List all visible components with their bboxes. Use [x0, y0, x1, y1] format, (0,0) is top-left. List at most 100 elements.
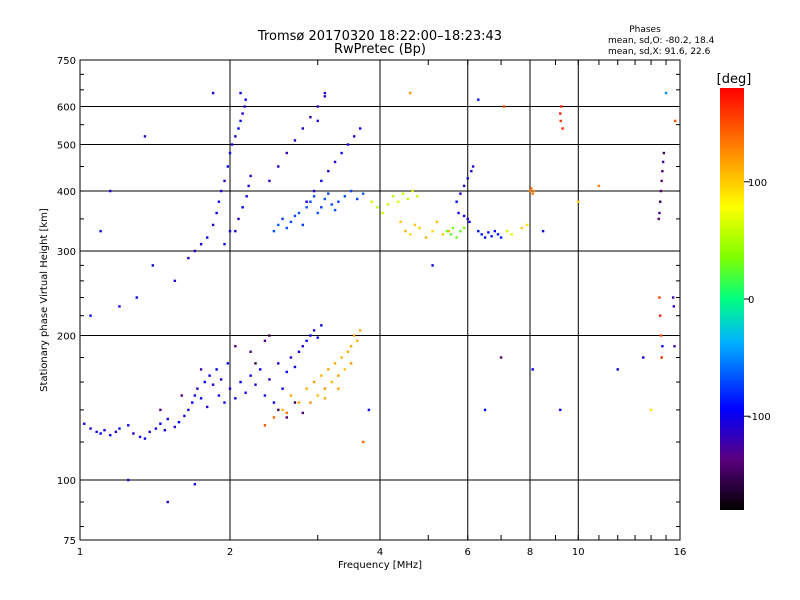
- data-point: [483, 236, 487, 239]
- data-point: [312, 380, 316, 384]
- data-point: [376, 206, 379, 209]
- data-point: [493, 229, 497, 233]
- data-point: [143, 135, 147, 138]
- data-point: [312, 195, 316, 198]
- data-point: [118, 427, 121, 430]
- data-point: [180, 394, 183, 397]
- data-point: [281, 217, 284, 221]
- x-axis-label: Frequency [MHz]: [338, 560, 422, 571]
- data-point: [215, 368, 218, 371]
- data-point: [649, 408, 653, 412]
- data-point: [244, 391, 247, 394]
- data-point: [355, 197, 359, 201]
- data-point: [99, 229, 102, 233]
- data-point: [327, 368, 330, 371]
- data-point: [391, 195, 395, 198]
- stats-o: mean, sd,O: -80.2, 18.4: [608, 36, 715, 46]
- colorbar-tick-label: -100: [748, 412, 771, 423]
- data-point: [597, 184, 601, 188]
- data-point: [487, 231, 490, 234]
- data-point: [177, 420, 181, 424]
- data-point: [316, 394, 319, 397]
- data-point: [83, 422, 86, 425]
- data-point: [337, 387, 340, 390]
- data-point: [263, 339, 267, 343]
- data-point: [285, 151, 288, 155]
- data-point: [154, 427, 158, 430]
- data-point: [531, 368, 534, 371]
- data-point: [309, 116, 312, 119]
- data-point: [138, 435, 142, 439]
- data-point: [352, 334, 356, 337]
- data-point: [99, 432, 102, 435]
- colorbar-ticks: -100 0 100: [744, 178, 771, 423]
- data-point: [259, 368, 262, 371]
- data-point: [337, 200, 340, 203]
- data-point: [173, 279, 177, 283]
- data-point: [241, 206, 244, 209]
- data-point: [205, 236, 209, 239]
- data-point: [674, 119, 677, 123]
- data-point: [561, 127, 564, 130]
- data-point: [468, 220, 471, 224]
- data-point: [451, 226, 455, 230]
- data-points: [83, 91, 677, 504]
- data-point: [559, 112, 562, 115]
- data-point: [530, 187, 533, 190]
- y-tick-label: 75: [63, 536, 76, 547]
- data-point: [217, 394, 221, 397]
- data-point: [305, 387, 308, 390]
- chart-subtitle: RwPretec (Bp): [334, 42, 426, 57]
- data-point: [114, 430, 118, 434]
- data-point: [333, 362, 337, 365]
- y-axis-label: Stationary phase Virtual Height [km]: [39, 208, 50, 392]
- data-point: [323, 197, 327, 201]
- data-point: [277, 223, 280, 227]
- data-point: [477, 229, 480, 233]
- data-point: [528, 189, 532, 193]
- data-point: [445, 229, 449, 233]
- colorbar-tick-label: 0: [748, 295, 754, 306]
- data-point: [343, 195, 347, 198]
- data-point: [323, 397, 327, 400]
- data-point: [413, 223, 417, 227]
- data-point: [386, 203, 390, 206]
- data-point: [239, 119, 242, 123]
- data-point: [404, 229, 407, 233]
- data-point: [244, 98, 247, 101]
- data-point: [95, 430, 98, 434]
- data-point: [559, 408, 562, 412]
- x-tick-label: 8: [527, 547, 533, 558]
- x-tick-label: 10: [572, 547, 585, 558]
- data-point: [449, 233, 453, 236]
- data-point: [230, 143, 234, 146]
- data-point: [247, 184, 250, 188]
- data-point: [272, 229, 276, 233]
- data-point: [234, 345, 237, 348]
- data-point: [109, 433, 112, 437]
- data-point: [431, 264, 434, 267]
- data-point: [435, 220, 438, 224]
- data-point: [234, 135, 237, 138]
- data-point: [330, 203, 333, 206]
- data-point: [223, 242, 226, 246]
- data-point: [187, 256, 190, 260]
- data-point: [205, 405, 209, 409]
- data-point: [245, 195, 248, 198]
- data-point: [361, 192, 365, 195]
- data-point: [510, 233, 513, 236]
- data-point: [305, 339, 308, 343]
- data-point: [183, 414, 186, 418]
- data-point: [320, 179, 323, 183]
- data-point: [316, 211, 319, 215]
- data-point: [166, 417, 169, 421]
- data-point: [470, 169, 473, 173]
- data-point: [349, 345, 353, 348]
- data-point: [187, 408, 190, 412]
- data-point: [223, 401, 226, 404]
- data-point: [320, 324, 323, 327]
- data-point: [616, 368, 619, 371]
- data-point: [399, 220, 402, 224]
- data-point: [223, 179, 226, 183]
- data-point: [455, 200, 458, 203]
